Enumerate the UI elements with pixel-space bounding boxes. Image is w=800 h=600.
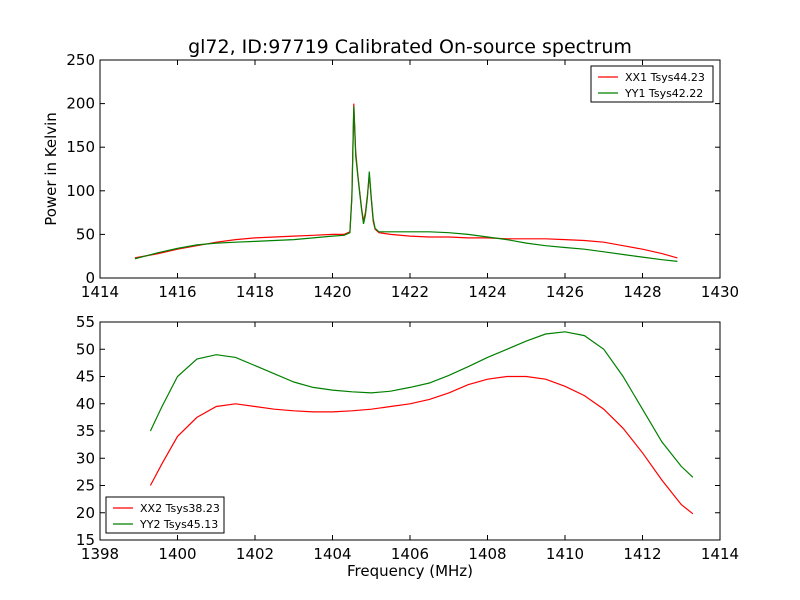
legend-entry-label: YY2 Tsys45.13 xyxy=(139,518,218,531)
series-line-2 xyxy=(134,106,678,262)
series-line-2 xyxy=(149,331,694,478)
chart-panels: 1414 1416 1418 1420 1422 1424 1426 1428 14300501… xyxy=(42,51,739,580)
y-tick-label: 50 xyxy=(76,340,95,358)
legend-box xyxy=(590,65,714,103)
y-tick-label: 30 xyxy=(76,449,95,467)
legend-entry-label: YY1 Tsys42.22 xyxy=(624,87,703,100)
y-tick-label: 250 xyxy=(66,51,95,69)
x-tick-label: 1408 xyxy=(468,545,506,563)
y-axis-label: Power in Kelvin xyxy=(42,112,60,226)
x-tick-label: 1418 xyxy=(236,283,274,301)
x-tick-label: 1404 xyxy=(313,545,351,563)
chart-panel-1: 1414 1416 1418 1420 1422 1424 1426 1428 1430 0 50 1… xyxy=(42,51,739,301)
x-tick-label: 1414 xyxy=(81,283,119,301)
legend-entry-label: XX1 Tsys44.23 xyxy=(625,71,705,84)
series-line-1 xyxy=(149,375,694,515)
x-tick-label: 1414 xyxy=(701,545,739,563)
x-axis-label: Frequency (MHz) xyxy=(347,562,473,580)
x-tick-label: 1428 xyxy=(623,283,661,301)
y-tick-label: 20 xyxy=(76,504,95,522)
figure-title: gl72, ID:97719 Calibrated On-source spec… xyxy=(188,36,632,58)
x-tick-label: 1416 xyxy=(158,283,196,301)
x-tick-label: 1422 xyxy=(391,283,429,301)
chart-panel-2: 1398 1400 1402 1404 1406 1408 1410 1412 1414 15 20… xyxy=(76,313,739,580)
x-tick-label: 1426 xyxy=(546,283,584,301)
x-tick-label: 1420 xyxy=(313,283,351,301)
legend-entry-label: XX2 Tsys38.23 xyxy=(140,502,220,515)
x-tick-label: 1402 xyxy=(236,545,274,563)
y-tick-label: 55 xyxy=(76,313,95,331)
y-tick-label: 15 xyxy=(76,531,95,549)
y-tick-label: 150 xyxy=(66,138,95,156)
y-tick-label: 200 xyxy=(66,95,95,113)
x-tick-label: 1406 xyxy=(391,545,429,563)
y-tick-label: 0 xyxy=(85,269,95,287)
y-tick-label: 40 xyxy=(76,395,95,413)
y-tick-label: 35 xyxy=(76,422,95,440)
x-tick-label: 1430 xyxy=(701,283,739,301)
legend-box xyxy=(105,496,225,534)
x-tick-label: 1410 xyxy=(546,545,584,563)
x-tick-label: 1400 xyxy=(158,545,196,563)
legend: XX1 Tsys44.23 YY1 Tsys42.22 xyxy=(590,65,714,103)
y-tick-label: 50 xyxy=(76,225,95,243)
y-tick-label: 45 xyxy=(76,368,95,386)
x-tick-label: 1398 xyxy=(81,545,119,563)
y-tick-label: 100 xyxy=(66,182,95,200)
x-tick-label: 1412 xyxy=(623,545,661,563)
y-tick-label: 25 xyxy=(76,477,95,495)
legend: XX2 Tsys38.23 YY2 Tsys45.13 xyxy=(105,496,225,534)
x-tick-label: 1424 xyxy=(468,283,506,301)
